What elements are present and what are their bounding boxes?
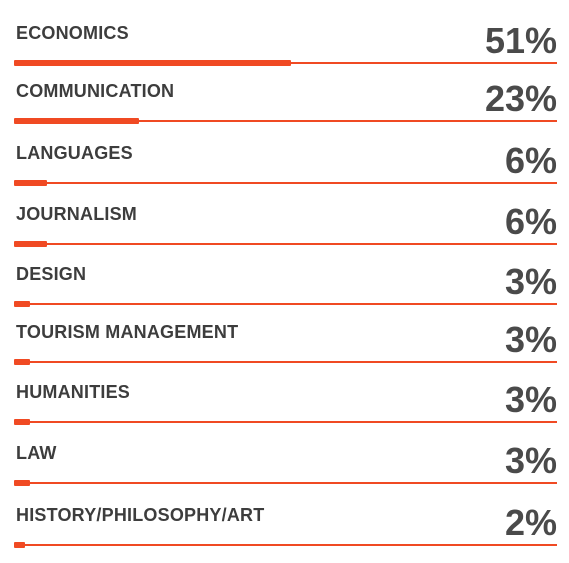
bar xyxy=(14,60,291,66)
bar-track xyxy=(14,303,557,305)
bar-row: LAW 3% xyxy=(14,420,557,486)
value-label: 23% xyxy=(484,78,557,119)
value-label: 3% xyxy=(504,440,557,481)
category-label: LANGUAGES xyxy=(16,143,133,163)
bar-track xyxy=(14,482,557,484)
bar-track xyxy=(14,120,557,122)
value-label: 3% xyxy=(504,379,557,420)
value-label: 51% xyxy=(484,20,557,61)
bar-row: COMMUNICATION 23% xyxy=(14,58,557,124)
category-label: JOURNALISM xyxy=(16,204,138,224)
bar xyxy=(14,118,139,124)
value-label: 2% xyxy=(504,502,557,543)
bar-track xyxy=(14,361,557,363)
bar-row: JOURNALISM 6% xyxy=(14,181,557,247)
category-label: ECONOMICS xyxy=(16,23,129,43)
category-label: HUMANITIES xyxy=(16,382,130,402)
category-label: DESIGN xyxy=(16,264,87,284)
bar-row: LANGUAGES 6% xyxy=(14,120,557,186)
value-label: 3% xyxy=(504,261,557,302)
bar-track xyxy=(14,544,557,546)
bar xyxy=(14,301,31,307)
bar xyxy=(14,241,47,247)
value-label: 6% xyxy=(504,201,557,242)
bar-row: HISTORY/PHILOSOPHY/ART 2% xyxy=(14,482,557,548)
category-label: COMMUNICATION xyxy=(16,81,175,101)
value-label: 6% xyxy=(504,140,557,181)
category-label: TOURISM MANAGEMENT xyxy=(16,322,239,342)
bar xyxy=(14,542,25,548)
category-label: HISTORY/PHILOSOPHY/ART xyxy=(16,505,265,525)
bar xyxy=(14,359,31,365)
bar-row: DESIGN 3% xyxy=(14,241,557,307)
bar xyxy=(14,180,47,186)
category-label: LAW xyxy=(16,443,57,463)
bar-track xyxy=(14,243,557,245)
bar-row: TOURISM MANAGEMENT 3% xyxy=(14,299,557,365)
value-label: 3% xyxy=(504,319,557,360)
bar-row: ECONOMICS 51% xyxy=(14,0,557,66)
bar-track xyxy=(14,421,557,423)
bar xyxy=(14,480,31,486)
bar-row: HUMANITIES 3% xyxy=(14,359,557,425)
bar xyxy=(14,419,31,425)
bar-track xyxy=(14,182,557,184)
